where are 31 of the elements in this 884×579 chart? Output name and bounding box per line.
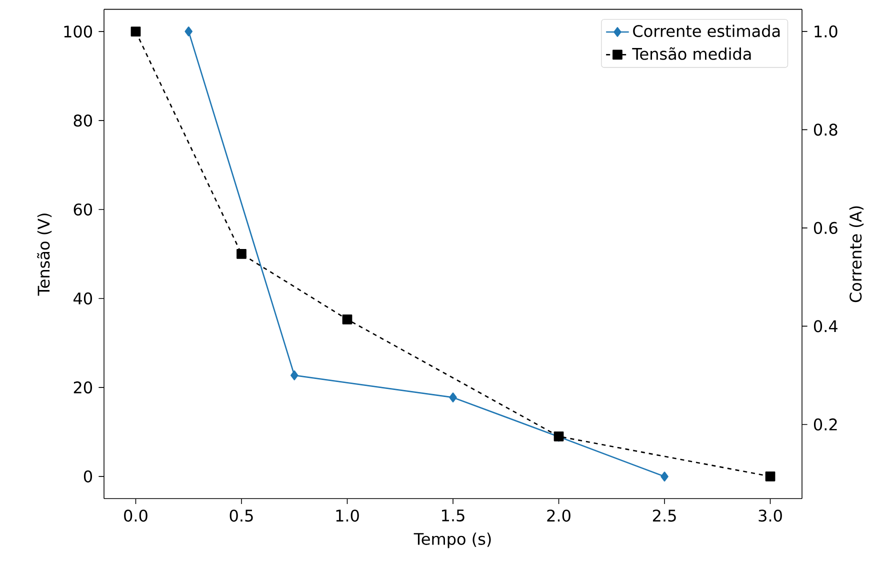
legend-label: Tensão medida bbox=[632, 47, 751, 60]
y-tick-label: 40 bbox=[73, 292, 92, 305]
point bbox=[342, 314, 352, 324]
y-tick-label: 60 bbox=[74, 204, 92, 216]
x-axis-title: Tempo (s) bbox=[414, 532, 491, 548]
y2-tick-label: 0.4 bbox=[814, 320, 838, 332]
y2-tick-label: 1.0 bbox=[814, 26, 838, 38]
y-tick-label: 80 bbox=[74, 114, 92, 127]
x-tick-label: 0.5 bbox=[230, 510, 253, 522]
point bbox=[130, 26, 141, 37]
x-tick-label: 1.5 bbox=[442, 510, 464, 522]
x-tick-label: 2.5 bbox=[652, 510, 676, 522]
y2-axis-title: Corrente (A) bbox=[849, 206, 864, 302]
point bbox=[765, 472, 776, 482]
y2-tick-label: 0.6 bbox=[814, 222, 838, 234]
y-tick-label: 100 bbox=[64, 26, 92, 38]
x-tick-label: 3.0 bbox=[758, 510, 782, 522]
y-axis-title: Tensão (V) bbox=[37, 214, 52, 296]
point bbox=[660, 472, 668, 482]
point bbox=[184, 26, 192, 37]
point bbox=[290, 370, 298, 380]
y2-tick-label: 0.2 bbox=[814, 418, 837, 431]
y-tick-label: 0 bbox=[84, 470, 92, 483]
x-tick-label: 2.0 bbox=[547, 510, 570, 522]
point bbox=[449, 392, 457, 403]
legend-label: Corrente estimada bbox=[633, 24, 780, 38]
point bbox=[236, 249, 246, 260]
y-tick-label: 20 bbox=[74, 382, 92, 394]
y2-tick-label: 0.8 bbox=[814, 124, 838, 136]
x-tick-label: 1.0 bbox=[336, 510, 359, 522]
x-tick-label: 0.0 bbox=[124, 510, 148, 522]
